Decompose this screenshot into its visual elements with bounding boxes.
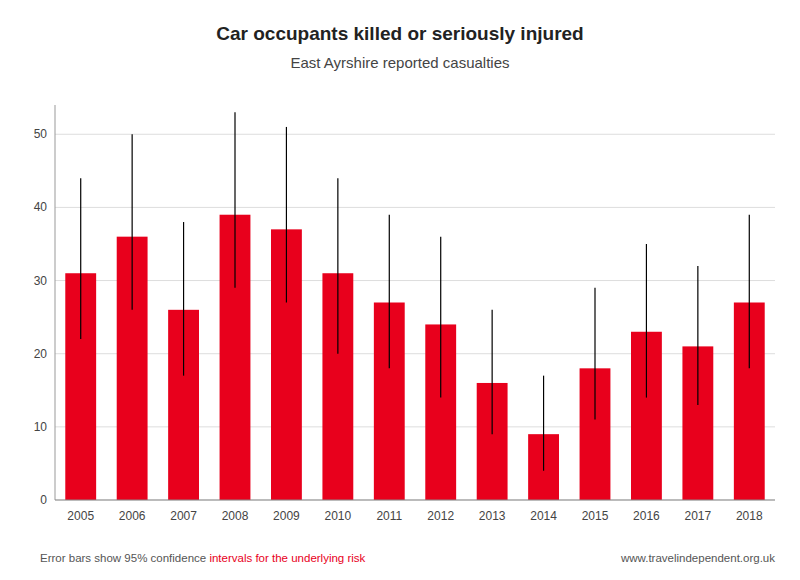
- x-tick-label: 2009: [273, 509, 300, 523]
- x-tick-label: 2016: [633, 509, 660, 523]
- error-bar: [697, 266, 698, 405]
- error-bar: [132, 134, 133, 310]
- error-bar: [440, 237, 441, 398]
- x-tick-label: 2015: [582, 509, 609, 523]
- x-tick-label: 2012: [427, 509, 454, 523]
- grid-line: [55, 500, 775, 501]
- grid-line: [55, 426, 775, 427]
- x-tick-label: 2007: [170, 509, 197, 523]
- y-tick-label: 0: [40, 493, 47, 507]
- footer-note: Error bars show 95% confidence intervals…: [40, 552, 366, 564]
- error-bar: [183, 222, 184, 376]
- subtitle: East Ayrshire reported casualties: [290, 54, 509, 71]
- x-axis: 2005 2006 2007 2008 2009 2010 2011 2012 2013 2014…: [55, 500, 775, 523]
- error-bar: [594, 288, 595, 420]
- footer-part: Error bars show 95% confidence: [40, 552, 209, 564]
- x-tick-label: 2011: [376, 509, 402, 523]
- footer-part: intervals for the underlying risk: [209, 552, 365, 564]
- footer-source: www.travelindependent.org.uk: [620, 552, 775, 564]
- error-bar: [749, 215, 750, 369]
- x-tick-label: 2014: [530, 509, 557, 523]
- grid-line: [55, 207, 775, 208]
- x-tick-label: 2018: [736, 509, 763, 523]
- y-axis-line: [55, 105, 56, 500]
- error-bar: [543, 376, 544, 471]
- x-tick-label: 2013: [479, 509, 506, 523]
- error-bar: [286, 127, 287, 303]
- error-bar: [337, 178, 338, 354]
- error-bar: [234, 112, 235, 288]
- grid-line: [55, 280, 775, 281]
- error-bar: [80, 178, 81, 339]
- footer: Error bars show 95% confidence intervals…: [40, 552, 775, 564]
- y-tick-label: 40: [34, 200, 48, 214]
- background: [0, 0, 800, 580]
- y-tick-label: 20: [34, 347, 48, 361]
- title: Car occupants killed or seriously injure…: [216, 23, 583, 44]
- x-tick-label: 2006: [119, 509, 146, 523]
- x-axis-line: [55, 500, 775, 501]
- x-tick-label: 2010: [325, 509, 352, 523]
- y-tick-label: 10: [34, 420, 48, 434]
- x-tick-label: 2005: [67, 509, 94, 523]
- x-tick-label: 2017: [685, 509, 712, 523]
- error-bar: [646, 244, 647, 398]
- y-axis: 0 10 20 30 40 50: [34, 105, 775, 507]
- y-tick-label: 30: [34, 274, 48, 288]
- error-bar: [492, 310, 493, 434]
- chart: Car occupants killed or seriously injure…: [0, 0, 800, 580]
- x-tick-label: 2008: [222, 509, 249, 523]
- y-tick-label: 50: [34, 127, 48, 141]
- marks: [65, 112, 764, 500]
- error-bar: [389, 215, 390, 369]
- grid-line: [55, 134, 775, 135]
- grid-line: [55, 353, 775, 354]
